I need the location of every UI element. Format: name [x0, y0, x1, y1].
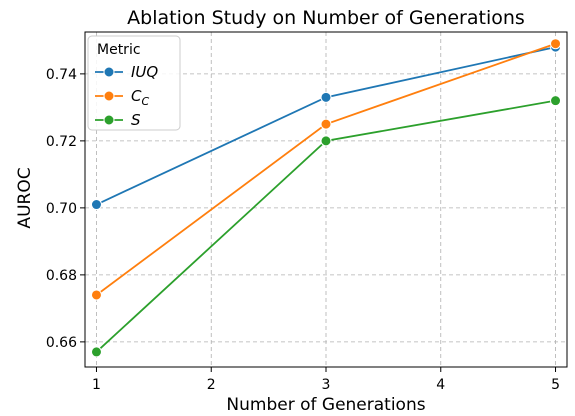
x-axis-label: Number of Generations	[226, 395, 425, 415]
axis-ticks: 1 2 3 4 5 0.66 0.68 0.70 0.72 0.74	[46, 67, 560, 393]
data-point-s	[90, 346, 102, 358]
y-tick-label: 0.66	[46, 335, 77, 351]
x-tick-label: 3	[322, 377, 331, 393]
legend-label-iuq: IUQ	[131, 63, 158, 81]
data-point-c-c	[90, 289, 102, 301]
x-tick-label: 5	[551, 377, 560, 393]
legend-swatch-marker-s	[103, 114, 115, 126]
x-tick-label: 1	[92, 377, 101, 393]
legend: Metric IUQ CC S	[87, 35, 181, 131]
legend-swatch-marker-c-c	[103, 90, 115, 102]
legend-box	[87, 35, 181, 131]
x-tick-label: 4	[436, 377, 445, 393]
data-point-c-c	[550, 38, 562, 50]
y-tick-label: 0.72	[46, 134, 77, 150]
legend-label-c-c: CC	[131, 87, 149, 108]
data-point-s	[320, 135, 332, 147]
legend-title: Metric	[97, 42, 141, 58]
legend-swatch-marker-iuq	[103, 66, 115, 78]
data-point-iuq	[90, 199, 102, 211]
chart-title: Ablation Study on Number of Generations	[127, 7, 525, 29]
y-axis-label: AUROC	[15, 167, 35, 228]
y-tick-label: 0.74	[46, 67, 77, 83]
legend-label-s: S	[131, 111, 141, 129]
x-tick-label: 2	[207, 377, 216, 393]
y-tick-label: 0.68	[46, 268, 77, 284]
data-point-iuq	[320, 91, 332, 103]
data-point-s	[550, 95, 562, 107]
y-tick-label: 0.70	[46, 201, 77, 217]
series-layer	[90, 38, 562, 358]
data-point-c-c	[320, 118, 332, 130]
